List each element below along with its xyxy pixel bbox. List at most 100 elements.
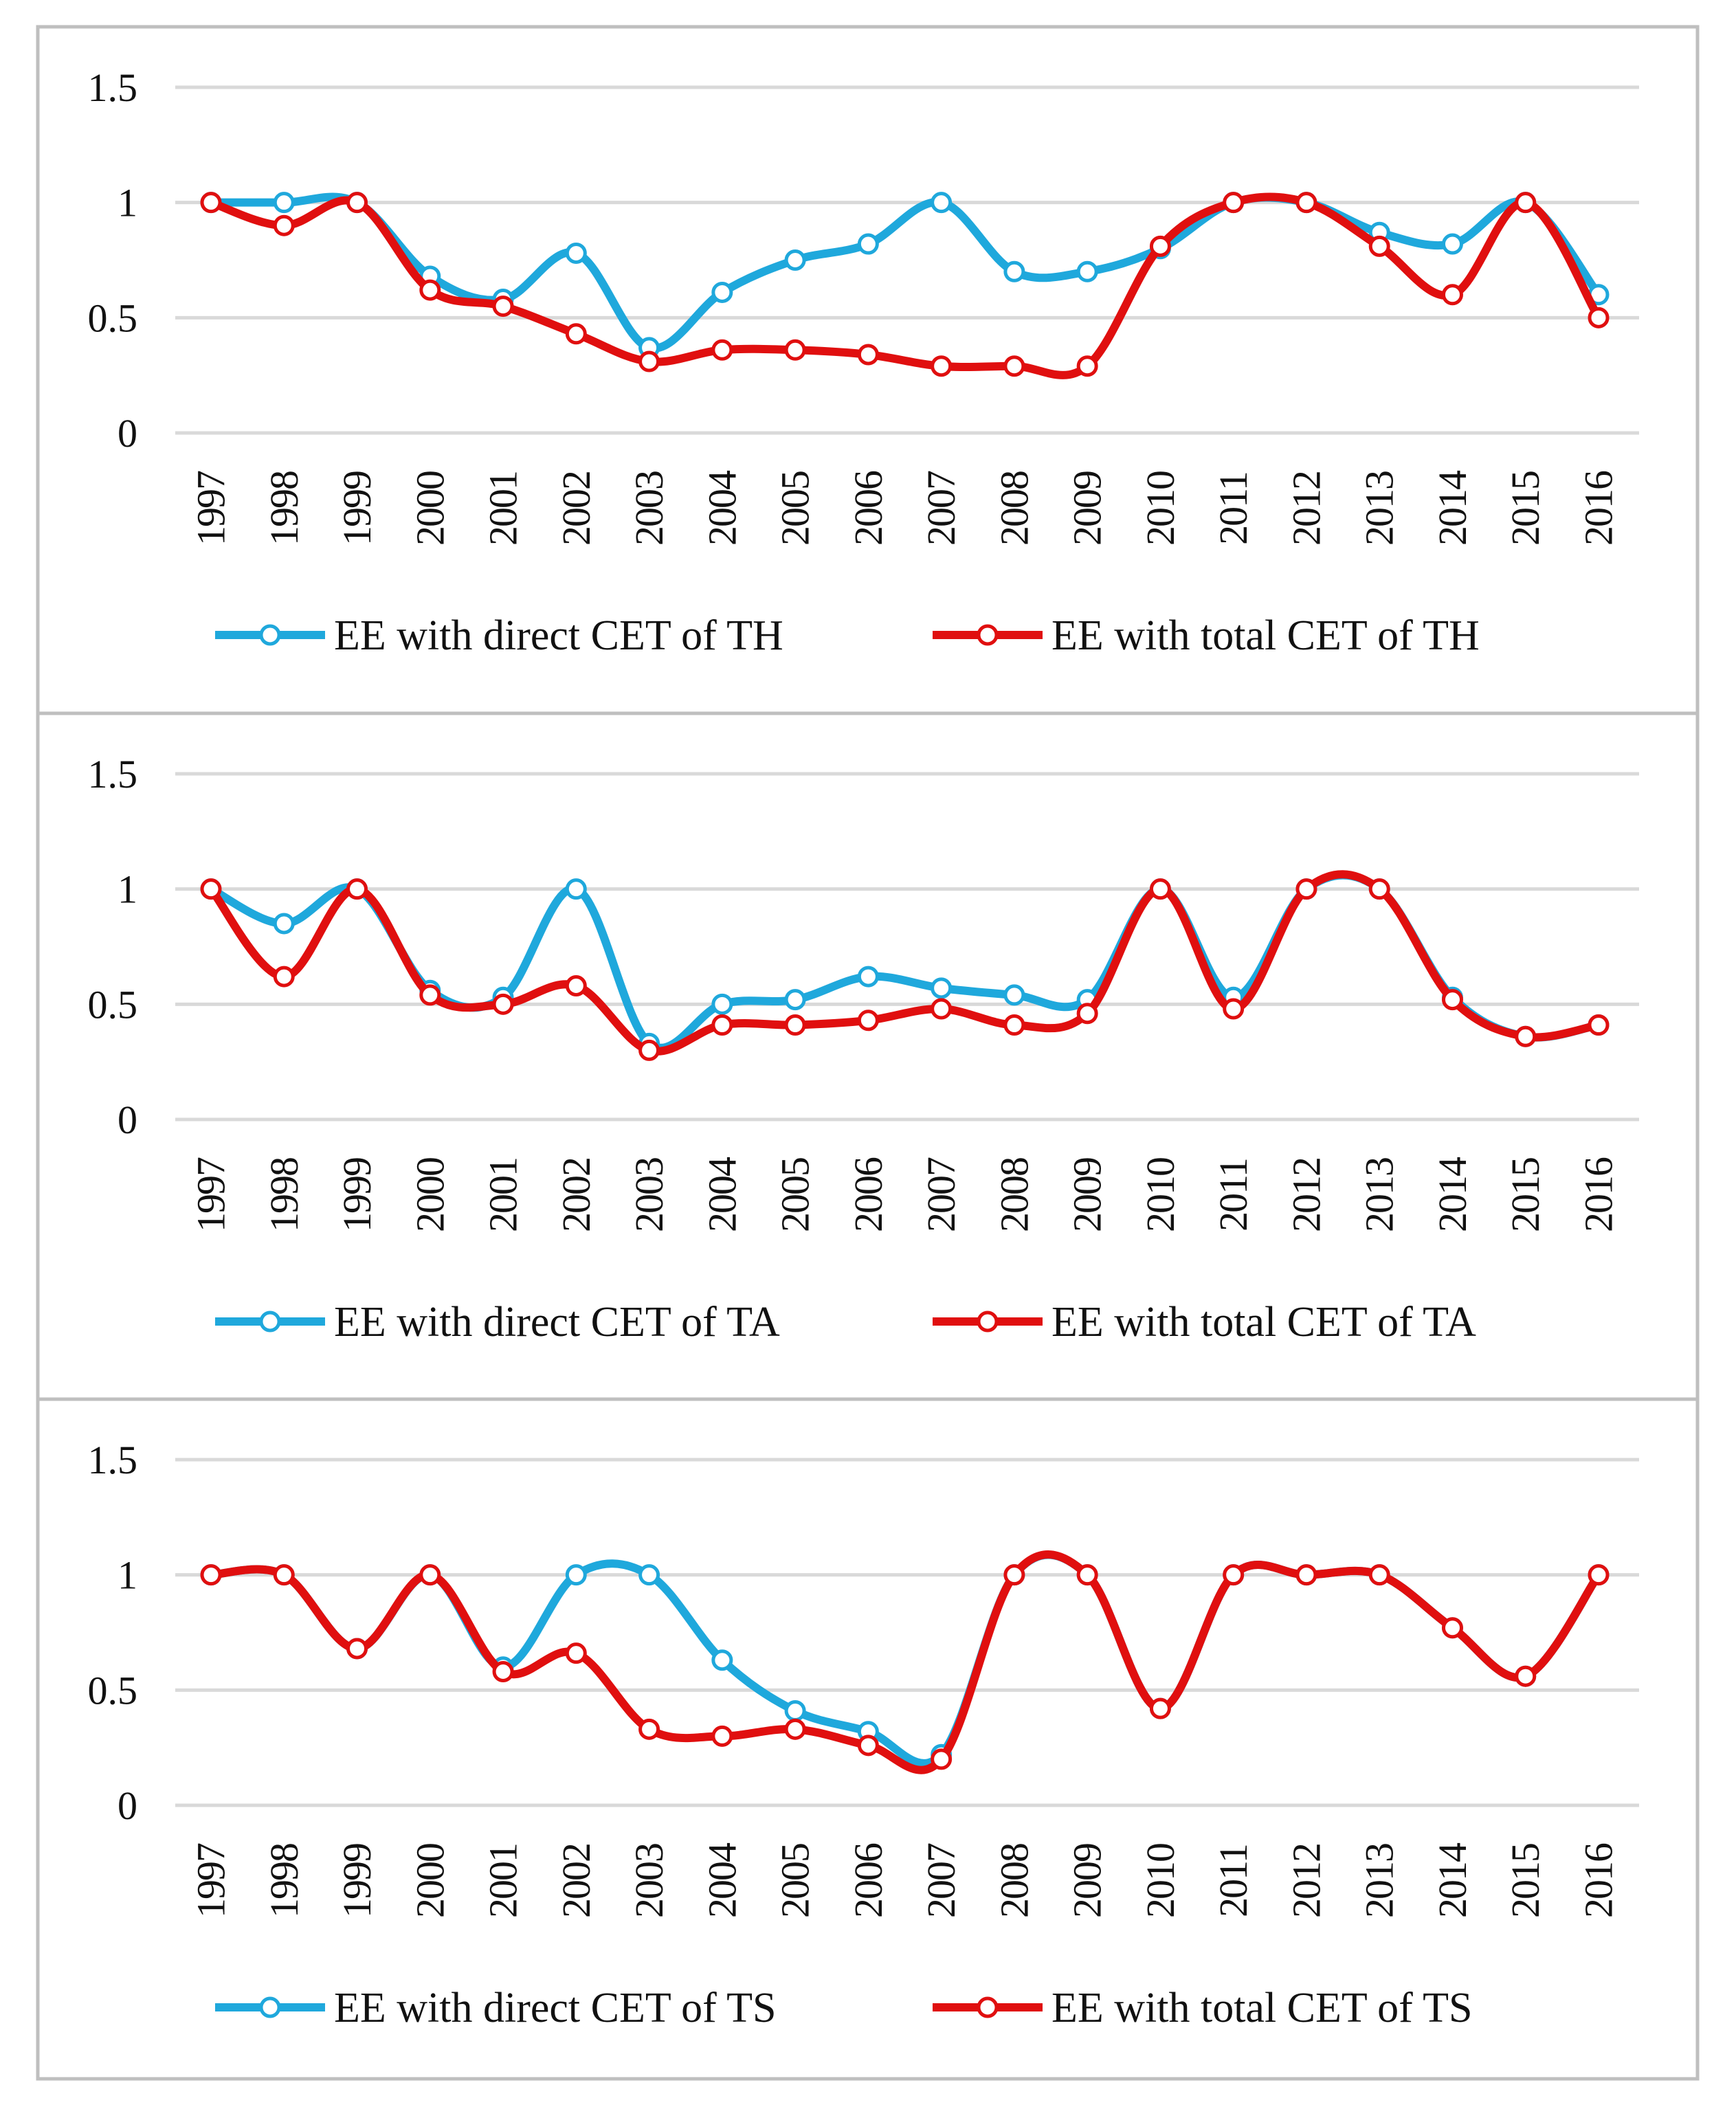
legend-item-total: EE with total CET of TA — [933, 1299, 1476, 1346]
x-tick-label: 2003 — [627, 1158, 671, 1232]
x-tick-label: 2001 — [481, 1844, 526, 1918]
series-line — [208, 870, 1600, 1056]
data-point — [711, 993, 733, 1015]
x-tick-label: 2006 — [846, 471, 891, 546]
x-tick-label: 1999 — [335, 471, 379, 546]
y-tick-label: 0.5 — [88, 982, 138, 1027]
panel-border — [36, 711, 1700, 1401]
data-point — [857, 233, 879, 255]
x-tick-label: 2002 — [554, 1844, 599, 1918]
y-tick-label: 0 — [118, 1783, 137, 1828]
x-tick-label: 2008 — [992, 1844, 1036, 1918]
data-point — [931, 192, 953, 214]
legend-marker — [259, 1996, 281, 2018]
x-tick-label: 2005 — [773, 471, 818, 546]
x-tick-label: 2002 — [554, 471, 599, 546]
data-point — [1149, 235, 1171, 257]
x-tick-label: 2013 — [1357, 471, 1402, 546]
data-point — [784, 339, 806, 361]
data-point — [1003, 984, 1025, 1006]
x-tick-label: 2015 — [1503, 1158, 1548, 1232]
x-tick-label: 1997 — [189, 471, 234, 546]
chart-panels: 0 0.5 1 1.5 1997 1998 1999 2000 2001 2002 2003 2004… — [36, 25, 1700, 2081]
x-tick-label: 2001 — [481, 1158, 526, 1232]
y-tick-label: 1.5 — [88, 752, 138, 796]
x-tick-label: 2004 — [700, 1157, 744, 1232]
data-point — [1588, 1014, 1610, 1036]
data-point — [1515, 1025, 1537, 1047]
x-tick-label: 2007 — [919, 1157, 964, 1232]
legend-marker — [259, 1311, 281, 1333]
data-point — [638, 1564, 660, 1586]
x-tick-label: 2009 — [1065, 1844, 1110, 1918]
x-tick-label: 2011 — [1211, 472, 1256, 545]
data-point — [857, 966, 879, 988]
data-point — [1441, 233, 1463, 255]
data-point — [1003, 260, 1025, 282]
x-tick-label: 2013 — [1357, 1844, 1402, 1918]
data-point — [784, 249, 806, 271]
y-tick-label: 0.5 — [88, 296, 138, 340]
x-tick-label: 2012 — [1284, 1158, 1328, 1232]
legend-label: EE with total CET of TH — [1051, 612, 1480, 659]
data-point — [711, 339, 733, 361]
x-tick-label: 2008 — [992, 471, 1036, 546]
x-tick-label: 2016 — [1577, 1157, 1621, 1232]
data-point — [565, 1564, 587, 1586]
x-tick-label: 2010 — [1138, 1844, 1183, 1918]
data-point — [857, 344, 879, 366]
y-tick-label: 0 — [118, 411, 137, 456]
legend-marker — [977, 1996, 999, 2018]
data-point — [565, 878, 587, 900]
data-point — [200, 192, 222, 214]
data-point — [565, 1642, 587, 1664]
x-tick-label: 2010 — [1138, 1158, 1183, 1232]
x-tick-label: 2000 — [408, 1158, 452, 1232]
data-point — [784, 1700, 806, 1722]
x-tick-label: 2006 — [846, 1843, 891, 1918]
x-tick-label: 2012 — [1284, 1844, 1328, 1918]
x-tick-label: 2004 — [700, 1842, 744, 1918]
data-point — [711, 1649, 733, 1671]
data-point — [1076, 355, 1098, 377]
data-point — [1441, 989, 1463, 1011]
data-point — [419, 984, 441, 1006]
data-point — [931, 998, 953, 1020]
data-point — [492, 1661, 514, 1683]
legend-label: EE with total CET of TS — [1051, 1985, 1473, 2031]
y-tick-label: 1.5 — [88, 65, 138, 110]
legend-label: EE with direct CET of TA — [334, 1299, 780, 1346]
x-tick-label: 2000 — [408, 471, 452, 546]
legend-item-total: EE with total CET of TH — [933, 612, 1480, 659]
data-point — [638, 1039, 660, 1061]
data-point — [1515, 192, 1537, 214]
x-tick-label: 1998 — [262, 1158, 307, 1232]
y-tick-label: 0.5 — [88, 1668, 138, 1713]
legend-marker — [259, 624, 281, 646]
x-tick-label: 2015 — [1503, 1844, 1548, 1918]
x-tick-label: 2013 — [1357, 1158, 1402, 1232]
data-point — [273, 966, 295, 988]
data-point — [638, 1718, 660, 1740]
data-point — [1223, 192, 1245, 214]
data-point — [273, 214, 295, 236]
x-tick-label: 1999 — [335, 1158, 379, 1232]
series-total — [200, 870, 1610, 1061]
data-point — [1223, 998, 1245, 1020]
data-point — [1441, 284, 1463, 306]
series-total — [200, 192, 1610, 379]
x-tick-label: 2008 — [992, 1158, 1036, 1232]
data-point — [200, 878, 222, 900]
data-point — [784, 1718, 806, 1740]
x-tick-label: 2003 — [627, 1844, 671, 1918]
x-tick-label: 2003 — [627, 471, 671, 546]
legend-marker — [977, 1311, 999, 1333]
x-tick-label: 2005 — [773, 1844, 818, 1918]
data-point — [711, 1014, 733, 1036]
x-tick-label: 2007 — [919, 471, 964, 546]
data-point — [346, 1638, 368, 1660]
x-tick-label: 2001 — [481, 471, 526, 546]
data-point — [931, 355, 953, 377]
x-tick-label: 1998 — [262, 1844, 307, 1918]
data-point — [273, 1564, 295, 1586]
